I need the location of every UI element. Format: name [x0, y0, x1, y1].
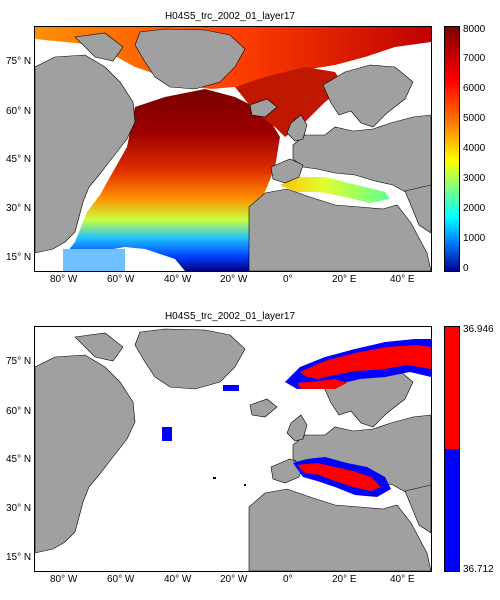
data-layer: [162, 339, 431, 497]
colorbar: [444, 26, 460, 272]
data-patch-black: [244, 484, 246, 486]
colorbar-tick: 2000: [463, 203, 486, 214]
data-field-med-red: [297, 463, 381, 491]
colorbar-tick: 5000: [463, 113, 486, 124]
land-iberia: [270, 158, 304, 184]
map-canvas: [35, 27, 431, 271]
lon-tick: 0°: [283, 274, 293, 285]
map-area: [34, 26, 432, 272]
lon-tick: 20° W: [220, 274, 248, 285]
data-field-caribbean: [63, 249, 125, 271]
map-area: [34, 326, 432, 572]
lat-tick: 60° N: [6, 106, 32, 117]
land-britain: [286, 414, 308, 442]
lon-tick: 80° W: [50, 574, 78, 585]
lon-tick: 60° W: [107, 274, 135, 285]
land-iceland: [249, 98, 278, 118]
lon-tick: 40° W: [164, 574, 192, 585]
data-patch-mid-atlantic: [162, 427, 172, 441]
colorbar-tick: 1000: [463, 233, 486, 244]
lat-tick: 30° N: [6, 203, 32, 214]
data-patch-blue: [223, 385, 239, 391]
colorbar-tick: 0: [463, 263, 469, 274]
lat-tick: 60° N: [6, 406, 32, 417]
lon-tick: 20° E: [332, 274, 357, 285]
lat-tick: 45° N: [6, 154, 32, 165]
map-title: H04S5_trc_2002_01_layer17: [164, 311, 296, 322]
data-field-nordic-red: [300, 345, 431, 379]
lon-tick: 80° W: [50, 274, 78, 285]
land-greenland: [134, 28, 246, 90]
data-patch-black: [213, 477, 216, 479]
lon-tick: 40° W: [164, 274, 192, 285]
colorbar-tick: 7000: [463, 53, 486, 64]
land-africa: [248, 188, 431, 271]
lat-tick: 45° N: [6, 454, 32, 465]
colorbar: [444, 326, 460, 572]
land-north-america: [35, 54, 136, 254]
land-britain: [286, 114, 308, 142]
data-field-atlantic: [63, 89, 280, 271]
land-iceland: [249, 398, 278, 418]
land-scandinavia: [322, 64, 414, 128]
lon-tick: 20° W: [220, 574, 248, 585]
land-europe-asia: [292, 114, 431, 196]
lat-tick: 75° N: [6, 56, 32, 67]
data-field-nordic-red-lower: [297, 379, 347, 389]
colorbar-tick: 4000: [463, 143, 486, 154]
land-layer: [35, 328, 431, 571]
lon-tick: 60° W: [107, 574, 135, 585]
lat-tick: 15° N: [6, 252, 32, 263]
lon-tick: 20° E: [332, 574, 357, 585]
land-arabia: [404, 184, 431, 234]
land-africa: [248, 488, 431, 571]
lon-tick: 0°: [283, 574, 293, 585]
lat-tick: 30° N: [6, 503, 32, 514]
colorbar-segment-low: [445, 449, 459, 571]
colorbar-tick: 6000: [463, 83, 486, 94]
data-field-mediterranean: [280, 177, 390, 203]
colorbar-tick: 36.712: [463, 564, 494, 575]
colorbar-tick: 3000: [463, 173, 486, 184]
land-arabia: [404, 484, 431, 534]
colorbar-tick: 8000: [463, 24, 486, 35]
land-layer: [35, 28, 431, 271]
lat-tick: 75° N: [6, 356, 32, 367]
map-title: H04S5_trc_2002_01_layer17: [164, 11, 296, 22]
data-field-norwegian: [235, 67, 345, 137]
land-baffin: [74, 332, 124, 362]
colorbar-segment-high: [445, 327, 459, 449]
map-canvas: [35, 328, 431, 571]
land-north-america: [35, 354, 136, 554]
lon-tick: 40° E: [390, 274, 415, 285]
land-greenland: [134, 328, 246, 390]
lon-tick: 40° E: [390, 574, 415, 585]
colorbar-tick: 36.946: [463, 324, 494, 335]
lat-tick: 15° N: [6, 552, 32, 563]
land-baffin: [74, 32, 124, 62]
